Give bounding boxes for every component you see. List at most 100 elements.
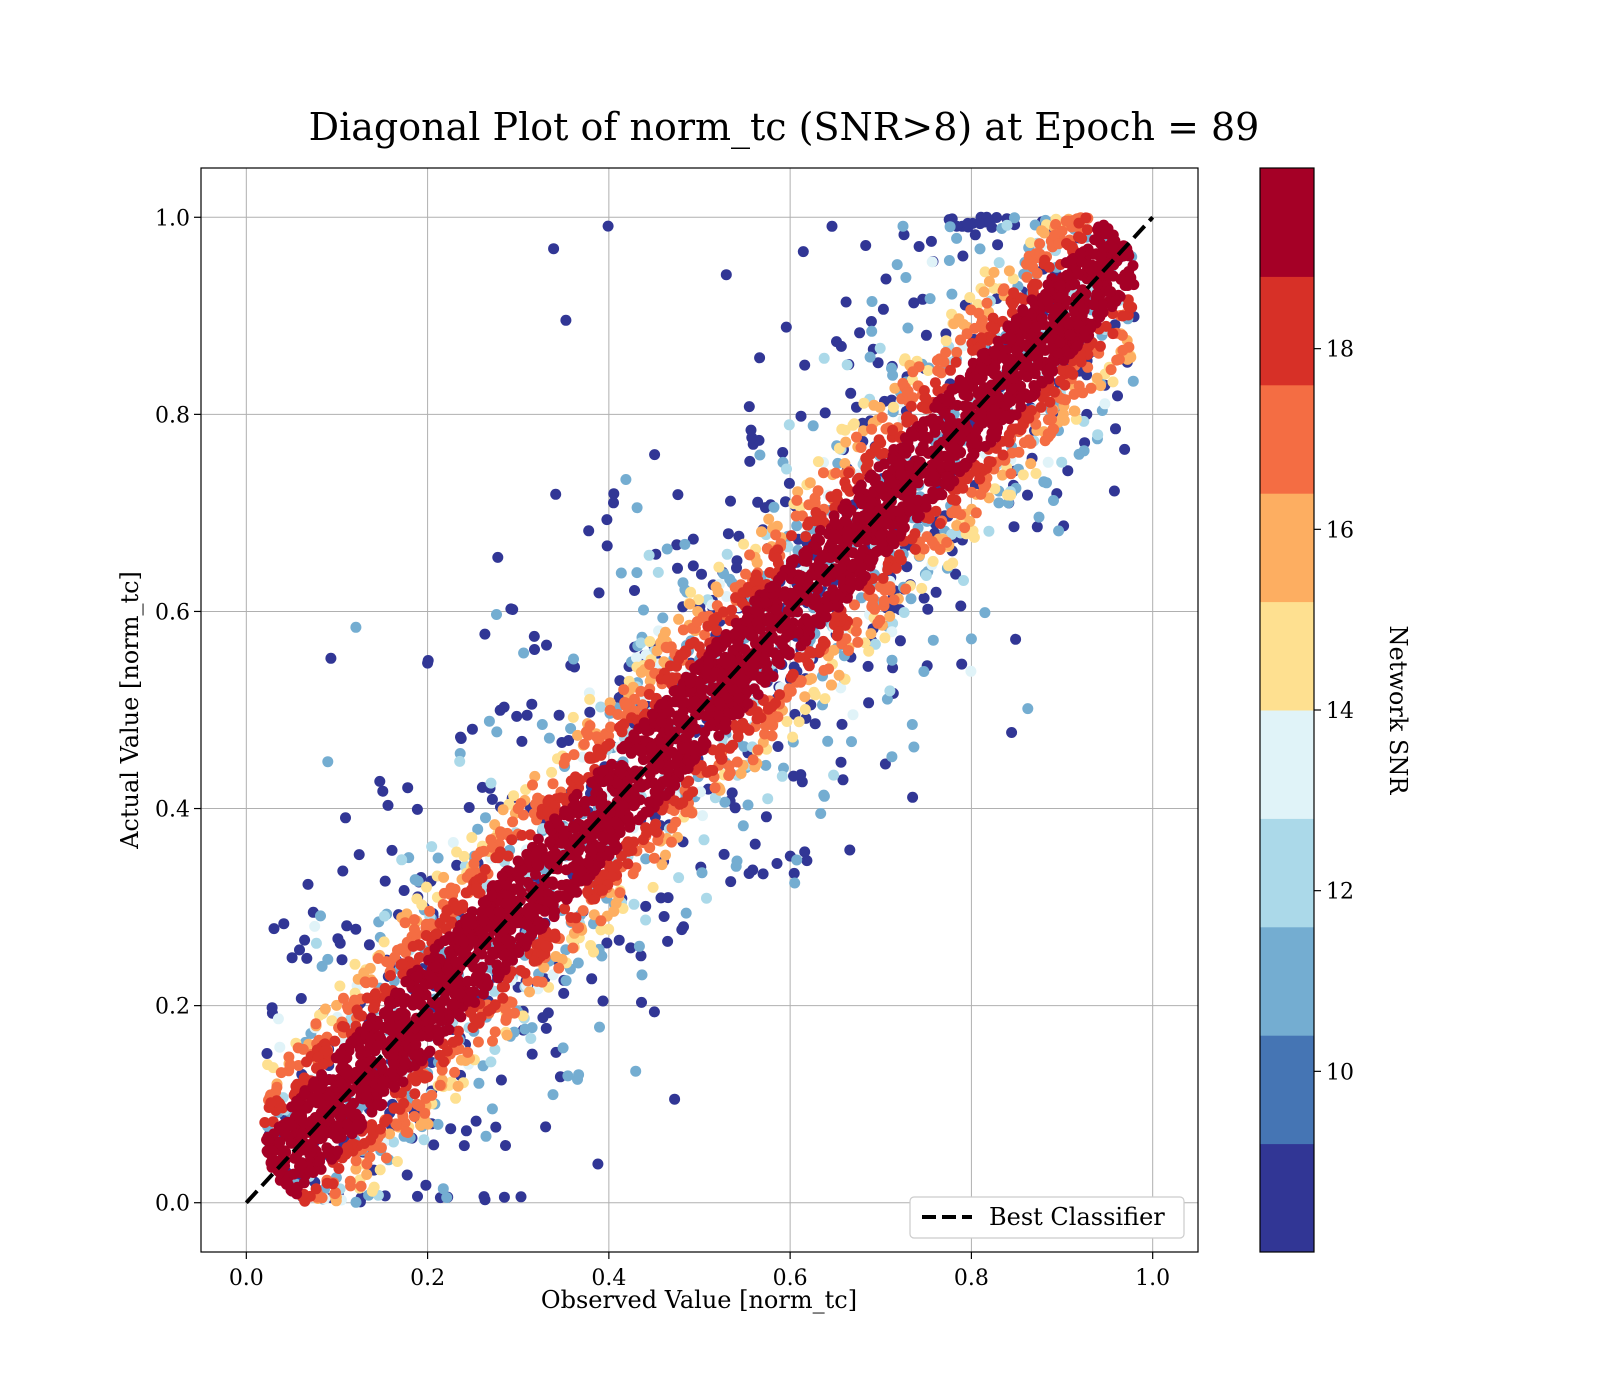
scatter-point: [651, 645, 663, 657]
scatter-point: [983, 276, 995, 287]
scatter-point: [286, 952, 298, 964]
scatter-point: [1002, 489, 1013, 501]
scatter-point: [739, 722, 751, 733]
scatter-point: [979, 607, 991, 619]
scatter-point: [800, 531, 812, 543]
scatter-point: [368, 1002, 380, 1014]
scatter-point: [631, 502, 643, 514]
scatter-point: [726, 604, 738, 616]
scatter-point: [819, 693, 831, 705]
scatter-point: [608, 497, 619, 509]
scatter-point: [984, 216, 996, 228]
scatter-point: [492, 551, 504, 563]
scatter-point: [480, 812, 491, 824]
scatter-point: [1099, 398, 1111, 410]
scatter-point: [595, 915, 607, 927]
scatter-point: [846, 736, 857, 748]
scatter-point: [695, 786, 706, 798]
scatter-point: [559, 903, 571, 915]
scatter-point: [452, 1025, 464, 1037]
scatter-point: [755, 712, 767, 724]
scatter-point: [724, 573, 736, 585]
scatter-point: [643, 549, 655, 561]
scatter-point: [495, 1074, 507, 1086]
scatter-point: [744, 549, 756, 561]
scatter-point: [1031, 267, 1043, 279]
scatter-point: [804, 646, 816, 657]
scatter-point: [497, 804, 509, 816]
scatter-point: [1003, 429, 1015, 441]
scatter-point: [799, 704, 811, 715]
scatter-point: [781, 463, 792, 475]
scatter-point: [772, 741, 784, 752]
scatter-point: [738, 538, 750, 550]
scatter-point: [479, 1194, 491, 1206]
scatter-point: [822, 735, 834, 747]
scatter-point: [335, 1047, 347, 1059]
scatter-point: [1069, 405, 1081, 417]
scatter-point: [840, 296, 852, 308]
scatter-point: [731, 756, 743, 768]
scatter-point: [983, 525, 995, 537]
scatter-point: [340, 812, 351, 824]
scatter-point: [329, 1188, 341, 1200]
scatter-point: [833, 669, 845, 681]
scatter-point: [636, 969, 648, 981]
scatter-point: [752, 496, 764, 508]
scatter-point: [897, 220, 909, 232]
scatter-point: [965, 665, 977, 677]
scatter-point: [891, 259, 903, 271]
scatter-point: [743, 868, 755, 879]
scatter-point: [613, 934, 625, 946]
scatter-point: [799, 846, 811, 858]
scatter-point: [316, 960, 328, 972]
scatter-point: [424, 905, 436, 917]
scatter-point: [480, 1130, 492, 1142]
scatter-point: [500, 1014, 512, 1026]
scatter-point: [527, 779, 538, 791]
scatter-point: [886, 751, 898, 763]
scatter-point: [572, 957, 584, 969]
scatter-point: [363, 939, 375, 951]
scatter-point: [1125, 351, 1137, 363]
scatter-point: [825, 679, 837, 691]
scatter-point: [476, 781, 488, 793]
scatter-point: [568, 653, 579, 665]
scatter-point: [983, 456, 995, 467]
scatter-point: [550, 951, 562, 962]
scatter-point: [486, 890, 498, 902]
scatter-point: [677, 797, 689, 809]
scatter-point: [799, 359, 811, 371]
scatter-point: [1005, 468, 1017, 480]
scatter-point: [835, 340, 847, 352]
scatter-point: [857, 425, 869, 437]
scatter-point: [1035, 401, 1047, 413]
scatter-point: [841, 359, 853, 371]
scatter-point: [411, 1098, 423, 1110]
scatter-point: [1054, 375, 1066, 387]
scatter-point: [1111, 354, 1123, 366]
scatter-point: [887, 369, 899, 381]
scatter-point: [381, 1113, 393, 1125]
scatter-point: [458, 1140, 470, 1152]
scatter-point: [866, 325, 878, 337]
scatter-point: [725, 876, 737, 888]
scatter-point: [818, 789, 830, 801]
scatter-point: [350, 1163, 362, 1175]
scatter-point: [462, 975, 474, 987]
scatter-point: [1007, 298, 1019, 310]
scatter-point: [1077, 387, 1089, 399]
scatter-point: [301, 1056, 312, 1068]
scatter-point: [888, 594, 900, 606]
scatter-point: [795, 769, 807, 781]
scatter-point: [420, 1179, 432, 1191]
scatter-point: [924, 293, 936, 305]
scatter-point: [516, 865, 528, 877]
scatter-point: [978, 286, 990, 298]
scatter-point: [1008, 521, 1020, 533]
scatter-point: [863, 697, 875, 709]
scatter-point: [862, 660, 874, 672]
scatter-point: [975, 332, 987, 344]
scatter-point: [996, 469, 1008, 481]
scatter-point: [382, 799, 394, 811]
